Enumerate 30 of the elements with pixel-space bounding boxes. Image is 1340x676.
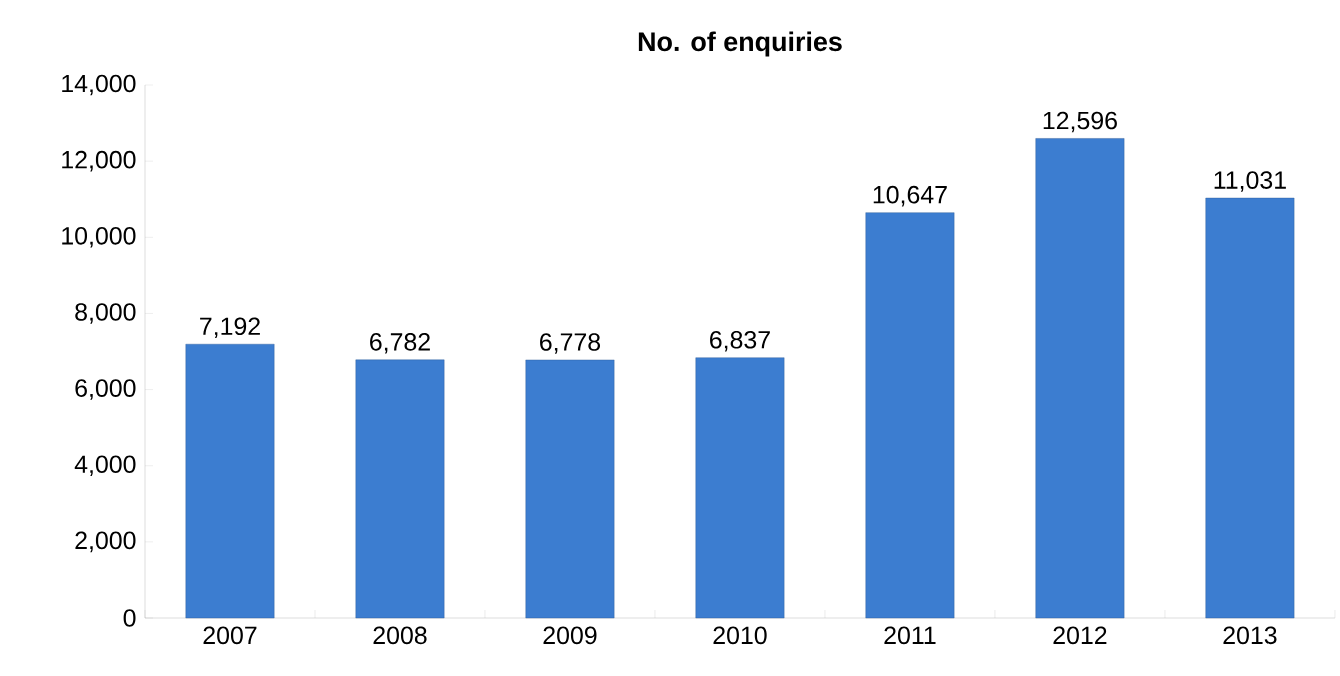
bar <box>1035 138 1125 619</box>
x-tick-label: 2007 <box>203 626 257 645</box>
x-tick-label: 2010 <box>713 626 767 645</box>
bar <box>865 212 955 619</box>
y-tick-label: 12,000 <box>62 150 136 172</box>
chart-title: No. of enquiries <box>638 31 842 57</box>
data-label: 7,192 <box>200 317 260 338</box>
y-tick-label: 0 <box>123 609 136 627</box>
bar <box>695 357 785 619</box>
data-label: 10,647 <box>873 185 947 207</box>
data-label: 6,778 <box>540 333 601 354</box>
x-tick-label: 2013 <box>1223 626 1277 645</box>
bar <box>1205 197 1295 619</box>
y-tick-label: 10,000 <box>62 226 136 248</box>
y-tick-label: 2,000 <box>75 531 136 553</box>
x-tick-label: 2009 <box>543 626 597 645</box>
data-label: 6,782 <box>370 333 430 354</box>
x-tick-label: 2008 <box>373 626 427 645</box>
x-tick-label: 2011 <box>884 626 936 645</box>
x-tick-label: 2012 <box>1053 626 1107 645</box>
data-label: 6,837 <box>710 330 770 352</box>
bar <box>185 343 275 619</box>
y-tick-label: 6,000 <box>75 379 136 400</box>
y-tick-label: 14,000 <box>62 74 136 96</box>
data-label: 12,596 <box>1043 111 1117 133</box>
data-label: 11,031 <box>1214 171 1286 192</box>
y-tick-label: 8,000 <box>75 303 136 324</box>
bar <box>525 359 615 619</box>
bar <box>355 359 445 619</box>
y-tick-label: 4,000 <box>74 455 136 476</box>
